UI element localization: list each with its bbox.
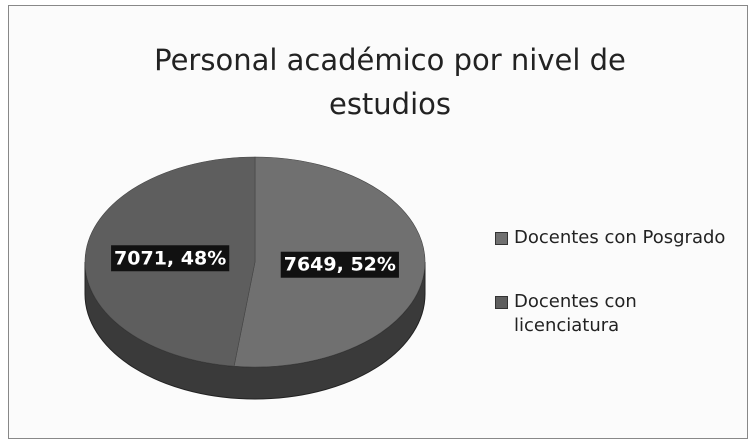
legend-label: Docentes con licenciatura: [514, 291, 637, 336]
data-label-box: [280, 251, 399, 278]
legend-swatch: [495, 296, 508, 309]
legend-label: Docentes con Posgrado: [514, 227, 726, 248]
legend-entry: Docentes con licenciatura: [495, 290, 745, 338]
legend-swatch: [495, 232, 508, 245]
data-label: 7649, 52%: [280, 251, 399, 278]
chart-title: Personal académico por nivel de estudios: [154, 43, 626, 121]
data-label: 7071, 48%: [111, 245, 230, 272]
data-label-text: 7071, 48%: [114, 247, 226, 269]
legend-entry: Docentes con Posgrado: [495, 226, 745, 250]
data-label-box: [111, 245, 230, 272]
data-label-text: 7649, 52%: [284, 254, 396, 276]
